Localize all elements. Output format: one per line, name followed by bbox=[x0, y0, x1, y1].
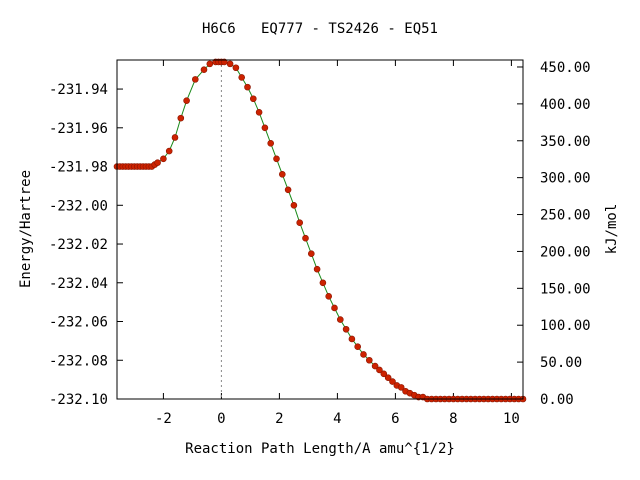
data-point bbox=[325, 293, 333, 300]
series-line bbox=[117, 61, 523, 400]
data-point bbox=[397, 384, 405, 391]
y2-tick-label: 350.00 bbox=[540, 134, 591, 150]
x-tick-label: 8 bbox=[449, 411, 457, 427]
data-point bbox=[360, 351, 367, 358]
data-point bbox=[376, 366, 383, 374]
data-point bbox=[389, 378, 396, 385]
y2-tick-label: 100.00 bbox=[540, 318, 591, 334]
chart-title: H6C6 EQ777 - TS2426 - EQ51 bbox=[202, 21, 438, 37]
data-point bbox=[232, 64, 240, 72]
x-axis-label: Reaction Path Length/A amu^{1/2} bbox=[185, 441, 455, 457]
y2-tick-label: 450.00 bbox=[540, 60, 591, 76]
plot-frame bbox=[116, 59, 524, 400]
data-point bbox=[354, 343, 362, 350]
x-tick-label: 10 bbox=[503, 411, 520, 427]
tick-layer: -2 0 2 4 6 8 10 -231.94 -231.96 -231.98 -232.00 -23… bbox=[49, 60, 591, 427]
y2-tick-label: 300.00 bbox=[540, 171, 591, 187]
data-point bbox=[177, 114, 185, 122]
data-point bbox=[200, 66, 208, 73]
y2-tick-label: 0.00 bbox=[540, 392, 574, 408]
plot-layer bbox=[113, 58, 527, 403]
data-point bbox=[371, 362, 379, 370]
y-tick-label: -231.96 bbox=[49, 121, 108, 137]
y-tick-label: -232.10 bbox=[49, 392, 108, 408]
data-point bbox=[226, 60, 234, 68]
data-point bbox=[165, 147, 173, 155]
data-point bbox=[238, 74, 245, 81]
data-point bbox=[154, 159, 161, 166]
y-tick-label: -232.02 bbox=[49, 237, 108, 253]
data-point bbox=[267, 139, 275, 147]
data-point bbox=[365, 356, 373, 364]
y-axis-label-left: Energy/Hartree bbox=[18, 170, 34, 288]
y2-tick-label: 50.00 bbox=[540, 355, 582, 371]
y-tick-label: -232.00 bbox=[49, 198, 108, 214]
x-tick-label: 0 bbox=[217, 411, 225, 427]
data-point bbox=[183, 97, 190, 104]
data-point bbox=[250, 95, 257, 103]
x-tick-label: -2 bbox=[155, 411, 172, 427]
y-tick-label: -232.08 bbox=[49, 353, 108, 369]
data-point bbox=[261, 124, 269, 132]
data-point bbox=[290, 201, 298, 209]
data-point bbox=[384, 374, 392, 381]
y2-tick-label: 400.00 bbox=[540, 97, 591, 113]
y2-tick-label: 200.00 bbox=[540, 244, 591, 260]
data-point bbox=[278, 170, 286, 178]
y-axis-label-right: kJ/mol bbox=[604, 204, 620, 255]
x-tick-label: 2 bbox=[275, 411, 283, 427]
data-point bbox=[319, 279, 327, 287]
data-point bbox=[348, 335, 356, 343]
y2-tick-label: 150.00 bbox=[540, 281, 591, 297]
data-point bbox=[380, 370, 388, 378]
data-point bbox=[307, 250, 315, 258]
y-tick-label: -232.06 bbox=[49, 315, 108, 331]
data-point bbox=[302, 234, 309, 242]
data-point bbox=[244, 83, 251, 91]
data-point bbox=[206, 60, 214, 68]
data-point bbox=[171, 134, 179, 141]
y-tick-label: -231.98 bbox=[49, 160, 108, 176]
data-point bbox=[336, 316, 344, 323]
data-point bbox=[255, 109, 263, 116]
data-point bbox=[296, 219, 304, 227]
x-tick-label: 6 bbox=[391, 411, 399, 427]
data-point bbox=[284, 186, 292, 194]
y-tick-label: -231.94 bbox=[49, 82, 108, 98]
data-point bbox=[192, 76, 199, 83]
data-point bbox=[342, 325, 350, 333]
data-point bbox=[331, 304, 338, 312]
data-point bbox=[273, 155, 280, 163]
data-point bbox=[313, 265, 321, 273]
x-tick-label: 4 bbox=[333, 411, 341, 427]
data-point bbox=[160, 155, 167, 163]
y2-tick-label: 250.00 bbox=[540, 208, 591, 224]
y-tick-label: -232.04 bbox=[49, 276, 108, 292]
